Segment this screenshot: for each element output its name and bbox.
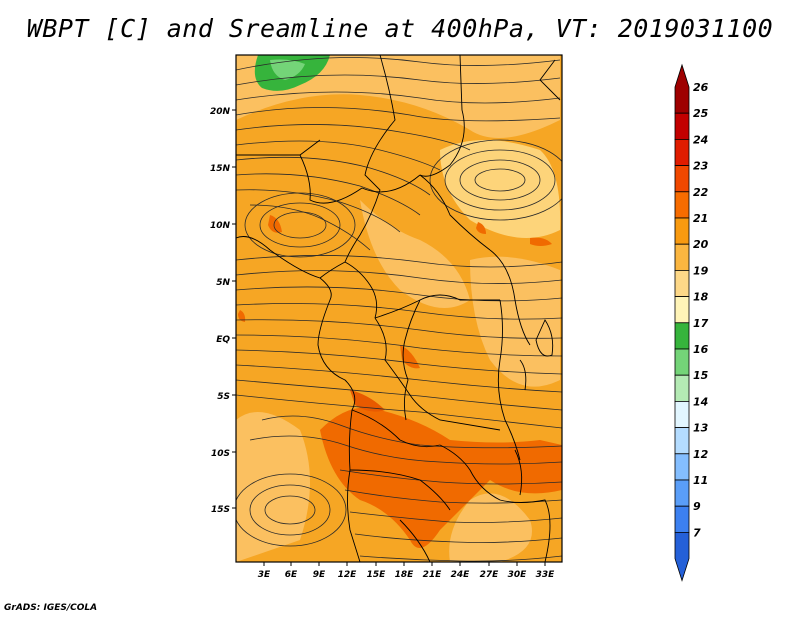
colorbar-label: 11: [693, 474, 708, 487]
colorbar-cell: [674, 400, 690, 428]
lon-label: 9E: [313, 570, 326, 580]
colorbar-label: 24: [693, 133, 708, 146]
colorbar-cell: [674, 479, 690, 507]
longitude-axis: 3E 6E 9E 12E 15E 18E 21E 24E 27E 30E 33E: [258, 562, 555, 580]
lon-label: 3E: [258, 570, 271, 580]
colorbar-cell: [674, 296, 690, 324]
lat-label: 15N: [210, 164, 231, 174]
colorbar-label: 21: [693, 212, 708, 225]
colorbar-label: 22: [693, 186, 709, 199]
lat-label: 5S: [217, 392, 230, 402]
lon-label: 6E: [285, 570, 298, 580]
chart-title: WBPT [C] and Sreamline at 400hPa, VT: 20…: [26, 14, 774, 43]
colorbar-label: 20: [693, 238, 709, 251]
colorbar-cell: [674, 138, 690, 166]
lon-label: 33E: [536, 570, 556, 580]
colorbar-label: 18: [693, 291, 709, 304]
colorbar-label: 14: [693, 395, 708, 408]
colorbar: 26 25 24 23 22 21 20 19 18 17 16 15 14 13 12 11 9 7: [674, 63, 709, 582]
lon-label: 24E: [451, 570, 471, 580]
lat-label: 15S: [211, 505, 230, 515]
lon-label: 12E: [338, 570, 358, 580]
lat-label: EQ: [216, 335, 230, 345]
lon-label: 21E: [423, 570, 443, 580]
streamlines: [236, 57, 562, 562]
footer-credit: GrADS: IGES/COLA: [4, 603, 98, 613]
colorbar-label: 25: [693, 107, 709, 120]
lat-label: 20N: [210, 107, 231, 117]
colorbar-cell: [674, 269, 690, 297]
colorbar-cell: [674, 427, 690, 455]
latitude-axis: 20N 15N 10N 5N EQ 5S 10S 15S: [210, 107, 236, 515]
colorbar-label: 7: [693, 526, 701, 539]
coastlines-borders: [236, 55, 561, 562]
colorbar-cell: [674, 505, 690, 533]
colorbar-bottom-arrow: [674, 532, 690, 582]
colorbar-label: 19: [693, 264, 709, 277]
colorbar-cell: [674, 322, 690, 350]
lon-label: 30E: [508, 570, 528, 580]
lon-label: 27E: [480, 570, 500, 580]
colorbar-label: 17: [693, 317, 709, 330]
colorbar-label: 12: [693, 448, 709, 461]
colorbar-cell: [674, 243, 690, 271]
colorbar-label: 26: [693, 81, 709, 94]
lat-label: 10N: [210, 221, 231, 231]
lat-label: 5N: [216, 278, 230, 288]
colorbar-cell: [674, 374, 690, 402]
wbpt-field: [236, 55, 562, 562]
colorbar-cell: [674, 112, 690, 140]
lon-label: 18E: [395, 570, 415, 580]
colorbar-cell: [674, 217, 690, 245]
map-frame: [235, 54, 563, 563]
colorbar-cell: [674, 453, 690, 481]
colorbar-cell: [674, 348, 690, 376]
colorbar-label: 16: [693, 343, 709, 356]
colorbar-label: 13: [693, 422, 709, 435]
lon-label: 15E: [367, 570, 387, 580]
colorbar-label: 9: [693, 500, 701, 513]
lat-label: 10S: [211, 449, 230, 459]
colorbar-label: 23: [693, 160, 709, 173]
colorbar-cell: [674, 191, 690, 219]
colorbar-cell: [674, 165, 690, 193]
colorbar-label: 15: [693, 369, 709, 382]
colorbar-top-arrow: [674, 63, 690, 114]
